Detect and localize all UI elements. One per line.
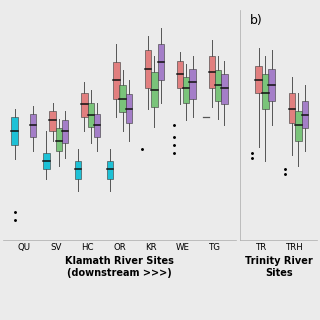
Bar [56, 128, 62, 151]
Bar [11, 117, 18, 145]
Bar [209, 56, 215, 88]
Bar [43, 153, 50, 169]
Bar [183, 77, 189, 103]
Bar [119, 85, 126, 112]
Bar [262, 74, 268, 109]
Bar [145, 50, 151, 88]
Bar [88, 103, 94, 127]
X-axis label: Trinity River
Sites: Trinity River Sites [245, 256, 312, 277]
Bar [189, 68, 196, 99]
Bar [289, 93, 295, 123]
Text: b): b) [250, 14, 262, 27]
Bar [151, 72, 158, 107]
Bar [126, 94, 132, 123]
Bar [94, 114, 100, 137]
Bar [30, 114, 36, 137]
Bar [50, 111, 56, 131]
Bar [157, 44, 164, 80]
Bar [221, 74, 228, 104]
Bar [268, 68, 275, 101]
X-axis label: Klamath River Sites
(downstream >>>): Klamath River Sites (downstream >>>) [65, 256, 174, 277]
Bar [255, 66, 262, 93]
Bar [302, 101, 308, 128]
Bar [107, 161, 113, 180]
Bar [113, 62, 120, 99]
Bar [75, 161, 81, 180]
Bar [295, 111, 302, 141]
Bar [177, 60, 183, 88]
Bar [62, 120, 68, 143]
Bar [215, 70, 221, 101]
Bar [81, 93, 88, 117]
